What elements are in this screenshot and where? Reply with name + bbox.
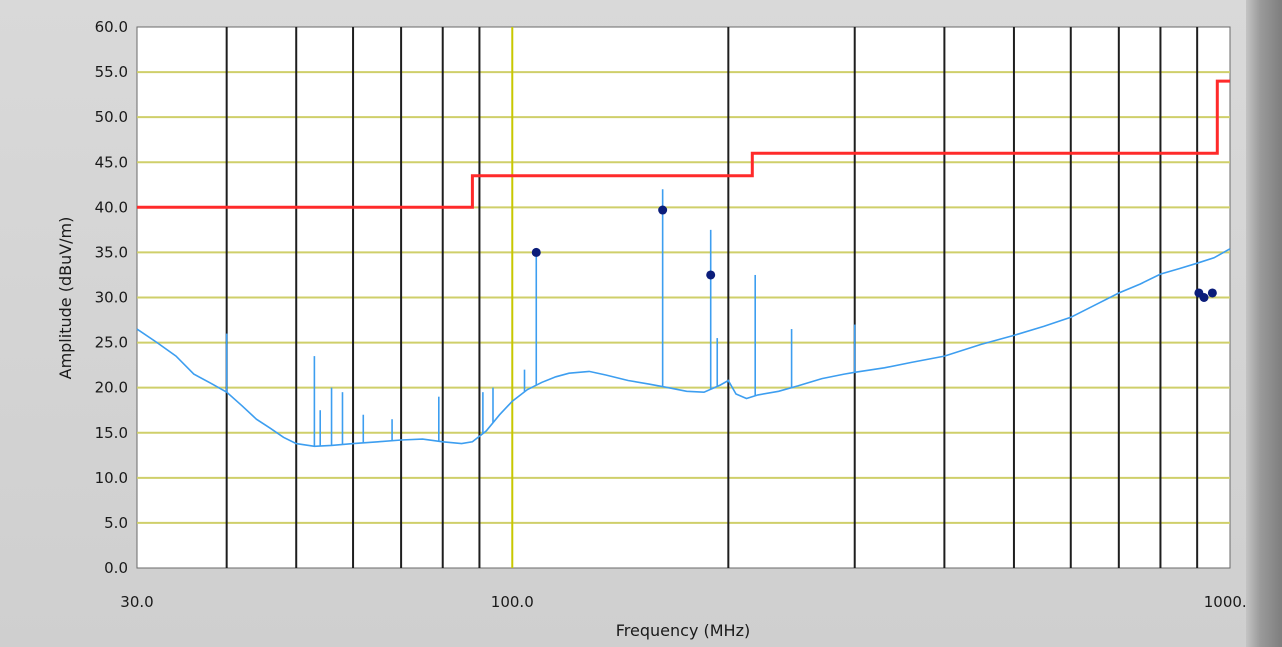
spectrum-spikes [225,189,856,447]
limit-line [137,79,1230,209]
panel-scroll-edge [1246,0,1282,647]
y-tick-label: 50.0 [95,108,128,126]
y-axis-title: Amplitude (dBuV/m) [56,217,75,380]
peak-marker [1207,288,1217,298]
peak-marker [706,270,716,280]
y-tick-label: 35.0 [95,243,128,261]
peak-markers [531,205,1217,302]
peak-marker [1199,293,1209,302]
grid [137,27,1230,568]
y-tick-label: 40.0 [95,198,128,216]
y-tick-label: 55.0 [95,63,128,81]
peak-marker [531,247,541,257]
y-tick-label: 5.0 [104,514,128,532]
y-axis-ticks: 0.0 5.0 10.0 15.0 20.0 25.0 30.0 35.0 40.0 45.0 50… [95,18,128,577]
x-axis-ticks: 30.0 100.0 1000.0 [120,593,1246,611]
y-tick-label: 60.0 [95,18,128,36]
y-tick-label: 25.0 [95,334,128,352]
y-tick-label: 45.0 [95,153,128,171]
x-tick-label: 100.0 [491,593,534,611]
y-tick-label: 15.0 [95,424,128,442]
y-tick-label: 0.0 [104,559,128,577]
y-tick-label: 20.0 [95,379,128,397]
y-tick-label: 30.0 [95,289,128,307]
x-tick-label: 30.0 [120,593,153,611]
y-tick-label: 10.0 [95,469,128,487]
x-tick-label: 1000.0 [1204,593,1246,611]
peak-marker [658,205,668,215]
x-axis-title: Frequency (MHz) [616,621,750,640]
spectrum-trace [136,248,1231,448]
emission-chart: 0.0 5.0 10.0 15.0 20.0 25.0 30.0 35.0 40.0 45.0 50… [56,18,1246,640]
